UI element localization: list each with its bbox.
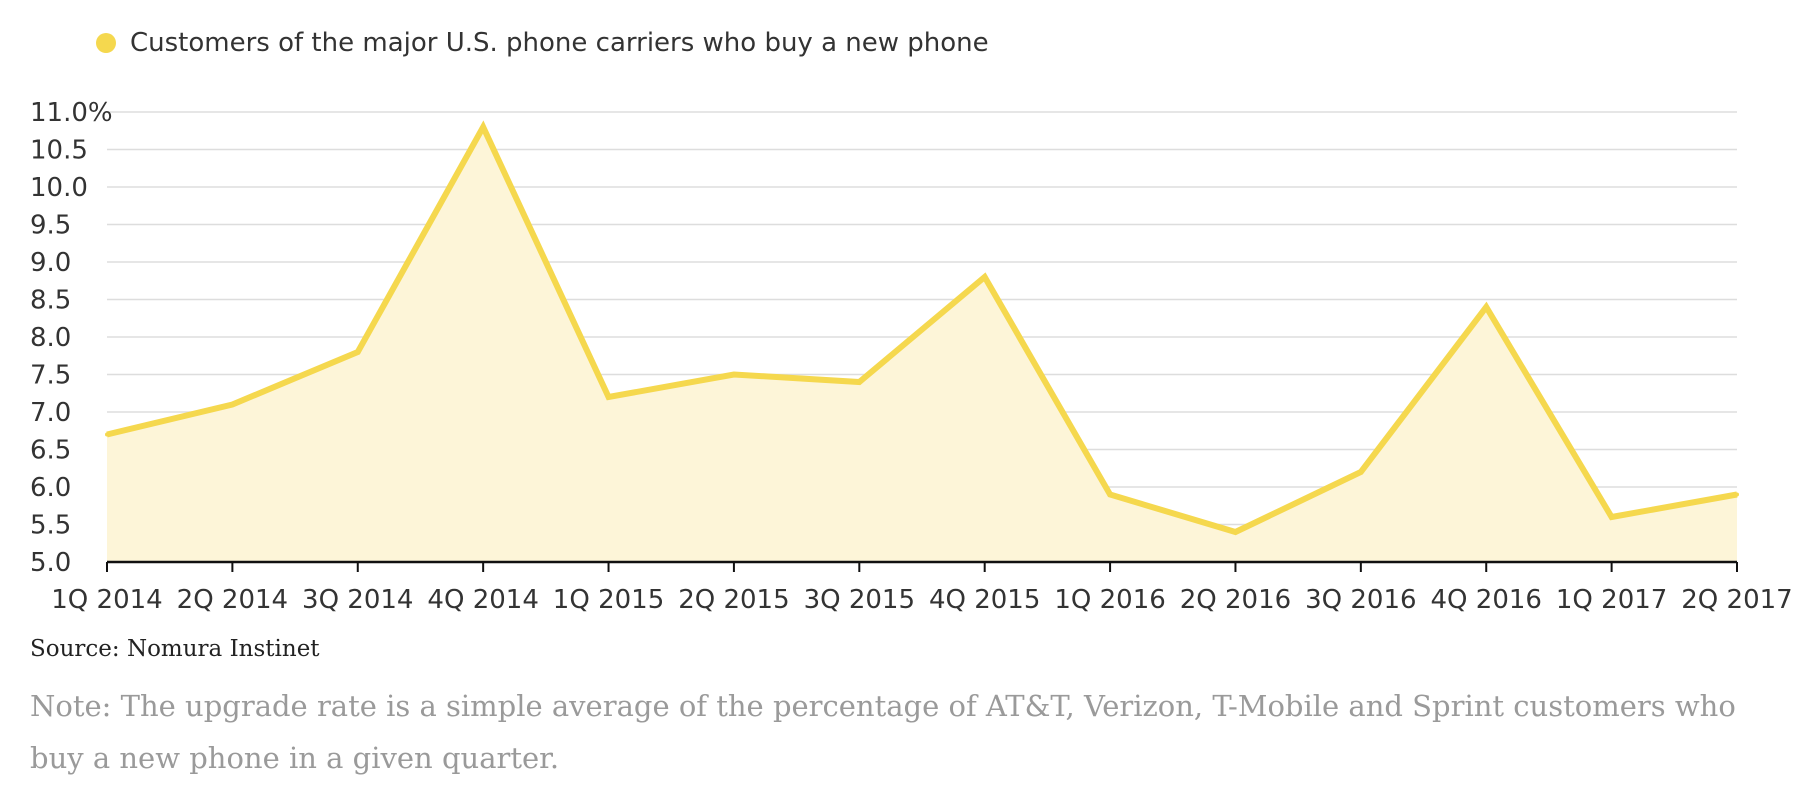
x-tick-label: 1Q 2017 [1556,585,1667,615]
data-point [731,372,736,377]
source-credit: Source: Nomura Instinet [30,636,320,662]
x-tick-label: 2Q 2016 [1180,585,1291,615]
data-point [105,432,109,437]
data-point [355,350,360,354]
x-tick-label: 4Q 2015 [929,585,1040,615]
line-chart: 5.0 5.5 6.0 6.5 7.0 7.5 8.0 8.5 9.0 9.5 10.0 10.5 11… [30,98,1793,615]
x-tick-label: 1Q 2014 [51,585,162,615]
data-point [1358,470,1363,474]
x-tick-label: 1Q 2016 [1054,585,1165,615]
data-point [230,402,235,407]
x-tick-label: 1Q 2015 [553,585,664,615]
data-point [1108,492,1113,497]
y-tick-label: 6.0 [30,473,71,503]
y-tick-label: 8.5 [30,286,71,316]
y-tick-label: 9.5 [30,211,71,241]
data-point [1735,492,1739,497]
y-tick-label: 10.5 [30,136,88,166]
y-tick-label: 10.0 [30,173,88,203]
y-tick-label: 5.5 [30,511,71,541]
x-tick-label: 2Q 2014 [177,585,288,615]
y-tick-label: 5.0 [30,548,71,578]
data-point [982,275,987,279]
data-point [857,380,862,384]
x-tick-label: 3Q 2016 [1305,585,1416,615]
chart-note: Note: The upgrade rate is a simple avera… [30,689,1736,775]
x-tick-label: 3Q 2014 [302,585,413,615]
y-tick-label: 11.0% [30,98,113,128]
legend-swatch [96,33,116,53]
data-point [1609,515,1614,519]
series-line [106,120,1738,536]
chart-legend: Customers of the major U.S. phone carrie… [96,28,989,58]
x-tick-label: 4Q 2014 [427,585,538,615]
y-tick-label: 8.0 [30,323,71,353]
y-tick-label: 6.5 [30,436,71,466]
data-point [481,125,486,129]
legend-label: Customers of the major U.S. phone carrie… [130,28,989,58]
y-tick-label: 9.0 [30,248,71,278]
x-tick-label: 2Q 2015 [678,585,789,615]
x-tick-label: 2Q 2017 [1681,585,1792,615]
data-point [1233,530,1238,534]
x-tick-label: 4Q 2016 [1431,585,1542,615]
data-point [606,395,611,399]
area-fill [107,127,1737,562]
y-tick-label: 7.0 [30,398,71,428]
y-tick-label: 7.5 [30,361,71,391]
x-tick-label: 3Q 2015 [804,585,915,615]
data-point [1484,305,1489,309]
